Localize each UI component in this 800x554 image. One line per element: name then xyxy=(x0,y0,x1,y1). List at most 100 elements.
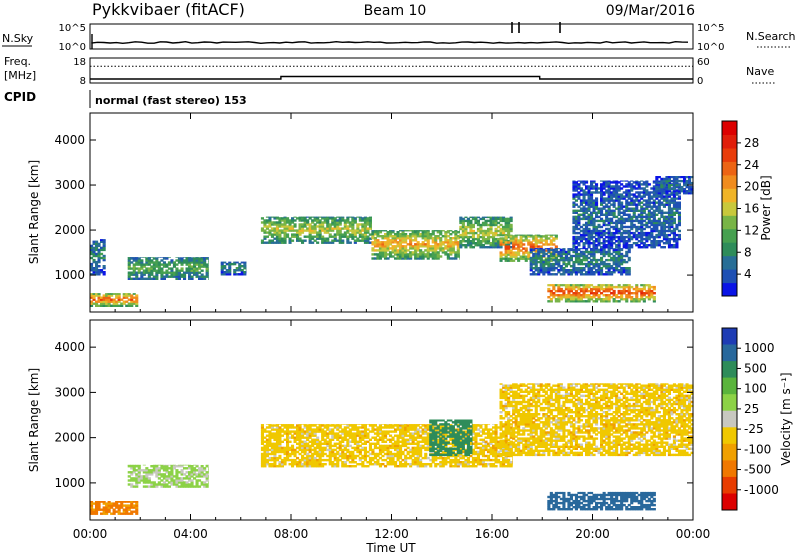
echo-cell xyxy=(547,269,551,272)
echo-cell xyxy=(137,465,141,468)
echo-cell xyxy=(539,256,543,260)
echo-cell xyxy=(577,294,581,297)
echo-cell xyxy=(577,256,581,260)
echo-cell xyxy=(155,475,159,478)
echo-cell xyxy=(625,213,629,216)
echo-cell xyxy=(165,257,169,258)
echo-cell xyxy=(476,242,480,245)
echo-cell xyxy=(316,233,320,236)
echo-cell xyxy=(296,456,300,460)
echo-cell xyxy=(554,235,558,238)
echo-cell xyxy=(361,424,365,427)
echo-cell xyxy=(323,446,327,450)
echo-cell xyxy=(373,233,377,236)
echo-cell xyxy=(662,203,666,206)
echo-cell xyxy=(183,261,187,264)
echo-cell xyxy=(373,243,377,246)
echo-cell xyxy=(125,296,129,299)
echo-cell xyxy=(592,273,596,276)
echo-cell xyxy=(620,227,624,231)
echo-cell xyxy=(431,233,435,236)
echo-cell xyxy=(183,483,187,486)
echo-cell xyxy=(132,504,136,507)
echo-cell xyxy=(358,239,362,242)
echo-cell xyxy=(512,235,516,238)
echo-cell xyxy=(368,448,372,452)
echo-cell xyxy=(507,217,511,221)
echo-cell xyxy=(376,440,380,443)
echo-cell xyxy=(574,300,578,303)
echo-cell xyxy=(135,300,139,303)
echo-cell xyxy=(585,284,589,287)
echo-cell xyxy=(461,233,465,237)
echo-cell xyxy=(667,237,671,241)
echo-cell xyxy=(620,296,624,299)
echo-cell xyxy=(260,448,264,452)
echo-cell xyxy=(517,243,521,246)
echo-cell xyxy=(316,424,320,425)
echo-cell xyxy=(303,219,307,222)
echo-cell xyxy=(552,269,556,272)
echo-cell xyxy=(333,219,337,222)
echo-cell xyxy=(343,221,347,224)
echo-cell xyxy=(564,258,568,262)
echo-cell xyxy=(371,230,375,232)
echo-cell xyxy=(683,190,687,193)
echo-cell xyxy=(612,289,616,293)
echo-cell xyxy=(260,241,264,244)
echo-cell xyxy=(273,241,277,244)
echo-cell xyxy=(308,434,312,437)
echo-cell xyxy=(625,189,629,192)
echo-cell xyxy=(637,246,641,249)
echo-cell xyxy=(127,267,131,270)
echo-cell xyxy=(391,235,395,238)
echo-cell xyxy=(384,235,388,238)
echo-cell xyxy=(107,294,111,297)
echo-cell xyxy=(346,424,350,427)
echo-cell xyxy=(308,223,312,226)
echo-cell xyxy=(90,304,94,307)
echo-cell xyxy=(670,201,674,204)
echo-cell xyxy=(316,440,320,443)
echo-cell xyxy=(95,265,99,268)
echo-cell xyxy=(469,223,473,227)
echo-cell xyxy=(592,181,596,184)
echo-cell xyxy=(637,225,641,229)
echo-cell xyxy=(620,201,624,204)
echo-cell xyxy=(152,465,156,468)
echo-cell xyxy=(152,277,156,280)
echo-cell xyxy=(522,243,526,246)
echo-cell xyxy=(366,424,370,425)
echo-cell xyxy=(660,223,664,227)
echo-cell xyxy=(577,237,581,241)
echo-cell xyxy=(311,235,315,238)
echo-cell xyxy=(632,203,636,206)
echo-cell xyxy=(564,300,568,303)
echo-cell xyxy=(130,479,134,482)
echo-cell xyxy=(517,241,521,244)
echo-cell xyxy=(346,219,350,222)
echo-cell xyxy=(652,191,656,194)
echo-cell xyxy=(416,233,420,236)
echo-cell xyxy=(343,434,347,437)
echo-cell xyxy=(554,245,558,248)
echo-cell xyxy=(409,235,413,238)
echo-cell xyxy=(677,205,681,208)
echo-cell xyxy=(597,289,601,293)
echo-cell xyxy=(564,265,568,268)
echo-cell xyxy=(120,504,124,507)
echo-cell xyxy=(605,287,609,291)
echo-cell xyxy=(567,271,571,274)
echo-cell xyxy=(238,262,242,266)
echo-cell xyxy=(514,239,518,242)
echo-cell xyxy=(127,263,131,266)
echo-cell xyxy=(597,294,601,297)
echo-cell xyxy=(140,267,144,270)
echo-cell xyxy=(688,188,692,191)
echo-cell xyxy=(170,259,174,262)
echo-cell xyxy=(595,248,599,250)
echo-cell xyxy=(318,448,322,452)
echo-cell xyxy=(426,241,430,244)
echo-cell xyxy=(514,235,518,238)
echo-cell xyxy=(298,442,302,445)
